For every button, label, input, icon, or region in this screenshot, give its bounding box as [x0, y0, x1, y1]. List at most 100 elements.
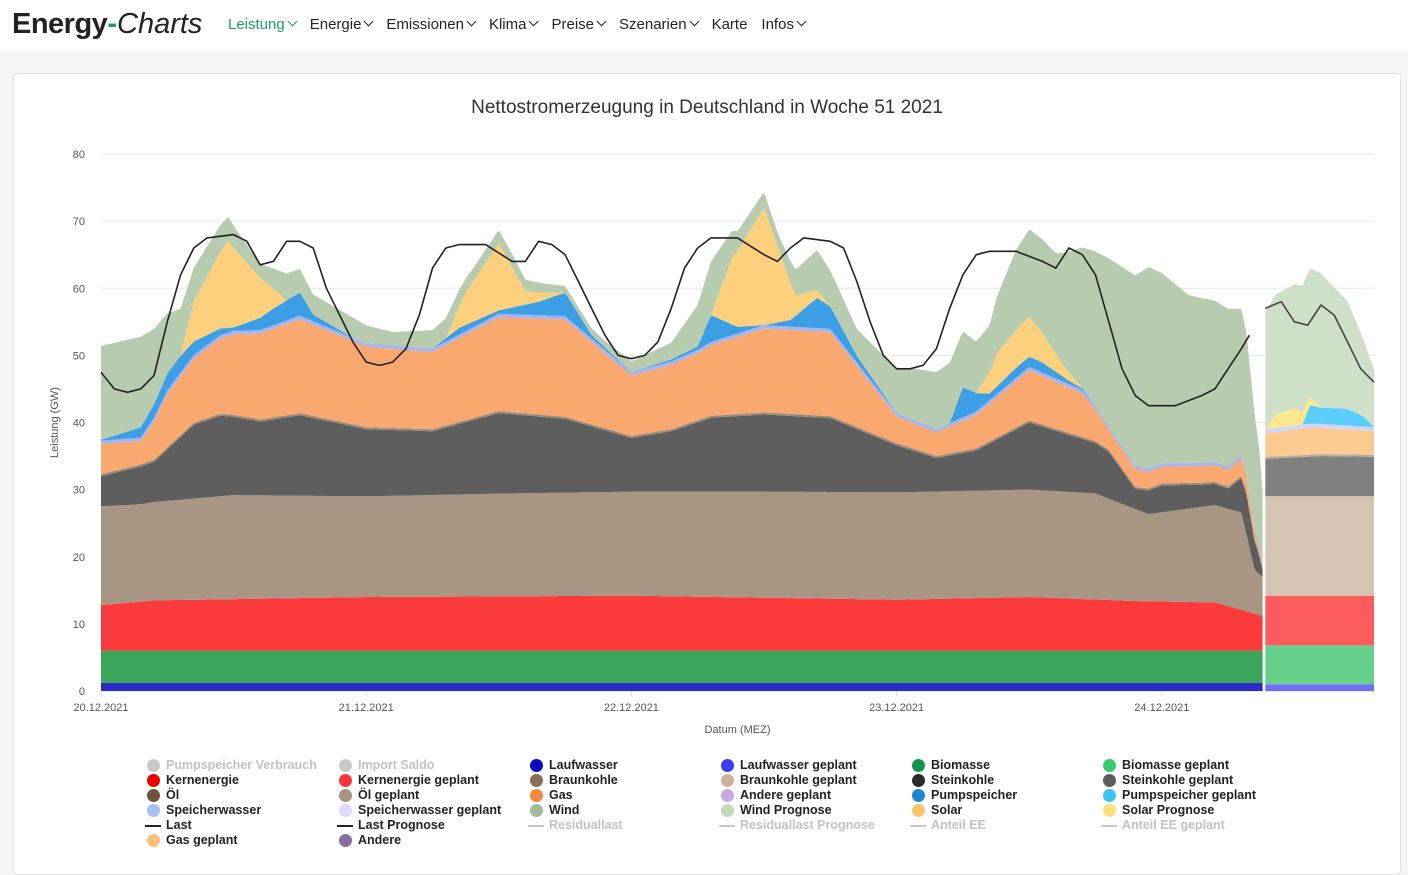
legend-item-andere-geplant[interactable]: Andere geplant: [721, 788, 831, 803]
legend-dot-icon: [912, 804, 925, 817]
x-tick-label: 20.12.2021: [73, 702, 128, 714]
area-braunkohle[interactable]: [101, 489, 1263, 616]
chevron-down-icon: [363, 16, 374, 27]
legend-label: Wind: [549, 803, 580, 817]
nav-karte[interactable]: Karte: [712, 14, 748, 34]
legend-dot-icon: [339, 759, 352, 772]
legend-item-speicherwasser-geplant[interactable]: Speicherwasser geplant: [339, 803, 502, 818]
nav-szenarien[interactable]: Szenarien: [619, 14, 700, 34]
legend-label: Andere geplant: [740, 788, 831, 802]
legend-item-steinkohle-geplant[interactable]: Steinkohle geplant: [1103, 773, 1234, 788]
nav-klima[interactable]: Klima: [489, 14, 539, 34]
brand-part-energy: Energy: [12, 8, 108, 40]
legend-label: Gas geplant: [166, 833, 238, 847]
legend-item-residuallast-prognose[interactable]: Residuallast Prognose: [719, 818, 875, 833]
area-laufwasser-geplant[interactable]: [1265, 684, 1374, 691]
legend-line-icon: [145, 825, 161, 827]
legend-dot-icon: [721, 759, 734, 772]
area-biomasse[interactable]: [101, 650, 1263, 683]
legend-line-icon: [910, 825, 926, 827]
area-pumpspeicher-geplant[interactable]: [1265, 405, 1374, 430]
legend-line-icon: [1101, 825, 1117, 827]
legend-item-speicherwasser[interactable]: Speicherwasser: [147, 803, 261, 818]
legend-item-pumpspeicher-verbrauch[interactable]: Pumpspeicher Verbrauch: [147, 758, 317, 773]
legend-label: Steinkohle geplant: [1122, 773, 1234, 787]
area-biomasse-geplant[interactable]: [1265, 645, 1374, 685]
legend-item-biomasse-geplant[interactable]: Biomasse geplant: [1103, 758, 1229, 773]
legend-item-wind[interactable]: Wind: [530, 803, 580, 818]
area-oel[interactable]: [101, 411, 1263, 571]
area-gas[interactable]: [101, 317, 1263, 569]
legend-item-last[interactable]: Last: [145, 818, 192, 833]
legend-item-oel[interactable]: Öl: [147, 788, 180, 803]
legend-item-residuallast[interactable]: Residuallast: [528, 818, 623, 833]
legend-item-anteil-ee[interactable]: Anteil EE: [910, 818, 986, 833]
legend-item-wind-prognose[interactable]: Wind Prognose: [721, 803, 832, 818]
legend-label: Kernenergie geplant: [358, 773, 479, 787]
legend-line-icon: [337, 825, 353, 827]
y-tick-label: 30: [73, 485, 85, 497]
area-oel-geplant[interactable]: [1265, 454, 1374, 459]
legend-dot-icon: [339, 789, 352, 802]
area-steinkohle-geplant[interactable]: [1265, 456, 1374, 497]
legend-item-gas-geplant[interactable]: Gas geplant: [147, 833, 238, 848]
line-last-prognose[interactable]: [1264, 300, 1375, 383]
legend-item-biomasse[interactable]: Biomasse: [912, 758, 990, 773]
nav-label: Infos: [761, 15, 794, 33]
legend-item-laufwasser-geplant[interactable]: Laufwasser geplant: [721, 758, 857, 773]
nav-preise[interactable]: Preise: [551, 14, 607, 34]
line-last[interactable]: [100, 233, 1251, 407]
legend-item-import-saldo[interactable]: Import Saldo: [339, 758, 434, 773]
legend-item-kernenergie-geplant[interactable]: Kernenergie geplant: [339, 773, 479, 788]
legend-item-braunkohle[interactable]: Braunkohle: [530, 773, 618, 788]
legend-dot-icon: [1103, 759, 1116, 772]
legend-item-gas[interactable]: Gas: [530, 788, 573, 803]
legend-dot-icon: [1103, 774, 1116, 787]
legend-item-solar[interactable]: Solar: [912, 803, 962, 818]
nav-infos[interactable]: Infos: [761, 14, 807, 34]
legend-item-pumpspeicher[interactable]: Pumpspeicher: [912, 788, 1018, 803]
legend-label: Last: [166, 818, 192, 832]
legend-label: Speicherwasser geplant: [358, 803, 502, 817]
legend-dot-icon: [147, 804, 160, 817]
area-braunkohle-geplant[interactable]: [1265, 496, 1374, 596]
y-tick-label: 80: [73, 149, 85, 161]
legend-item-andere[interactable]: Andere: [339, 833, 401, 848]
legend-dot-icon: [721, 789, 734, 802]
brand-logo[interactable]: Energy-Charts: [12, 4, 202, 44]
legend-label: Wind Prognose: [740, 803, 832, 817]
nav-energie[interactable]: Energie: [310, 14, 374, 34]
legend-item-pumpspeicher-geplant[interactable]: Pumpspeicher geplant: [1103, 788, 1256, 803]
legend-item-steinkohle[interactable]: Steinkohle: [912, 773, 995, 788]
legend-item-anteil-ee-geplant[interactable]: Anteil EE geplant: [1101, 818, 1225, 833]
legend-item-last-prognose[interactable]: Last Prognose: [337, 818, 445, 833]
legend-item-solar-prognose[interactable]: Solar Prognose: [1103, 803, 1214, 818]
legend-label: Öl: [166, 788, 180, 802]
legend-item-oel-geplant[interactable]: Öl geplant: [339, 788, 419, 803]
legend-label: Steinkohle: [931, 773, 995, 787]
nav-leistung[interactable]: Leistung: [228, 14, 298, 34]
x-tick-label: 24.12.2021: [1134, 702, 1189, 714]
nav-emissionen[interactable]: Emissionen: [386, 14, 477, 34]
area-solar-prognose[interactable]: [1265, 397, 1374, 430]
area-wind-prognose[interactable]: [1265, 268, 1374, 430]
legend-label: Anteil EE geplant: [1122, 818, 1225, 832]
legend-item-kernenergie[interactable]: Kernenergie: [147, 773, 239, 788]
area-gas-geplant[interactable]: [1265, 427, 1374, 457]
legend-dot-icon: [912, 789, 925, 802]
x-tick-label: 23.12.2021: [869, 702, 924, 714]
legend-label: Last Prognose: [358, 818, 445, 832]
legend-line-icon: [719, 825, 735, 827]
area-steinkohle[interactable]: [101, 413, 1263, 577]
legend-item-laufwasser[interactable]: Laufwasser: [530, 758, 618, 773]
area-kernenergie-geplant[interactable]: [1265, 595, 1374, 646]
area-speicherwasser-geplant[interactable]: [1265, 423, 1374, 434]
legend-label: Laufwasser geplant: [740, 758, 857, 772]
area-kernenergie[interactable]: [101, 595, 1263, 651]
chevron-down-icon: [689, 16, 700, 27]
area-laufwasser[interactable]: [101, 682, 1263, 691]
legend-label: Residuallast Prognose: [740, 818, 875, 832]
area-speicherwasser[interactable]: [101, 313, 1263, 565]
legend-item-braunkohle-geplant[interactable]: Braunkohle geplant: [721, 773, 857, 788]
legend-label: Pumpspeicher: [931, 788, 1018, 802]
